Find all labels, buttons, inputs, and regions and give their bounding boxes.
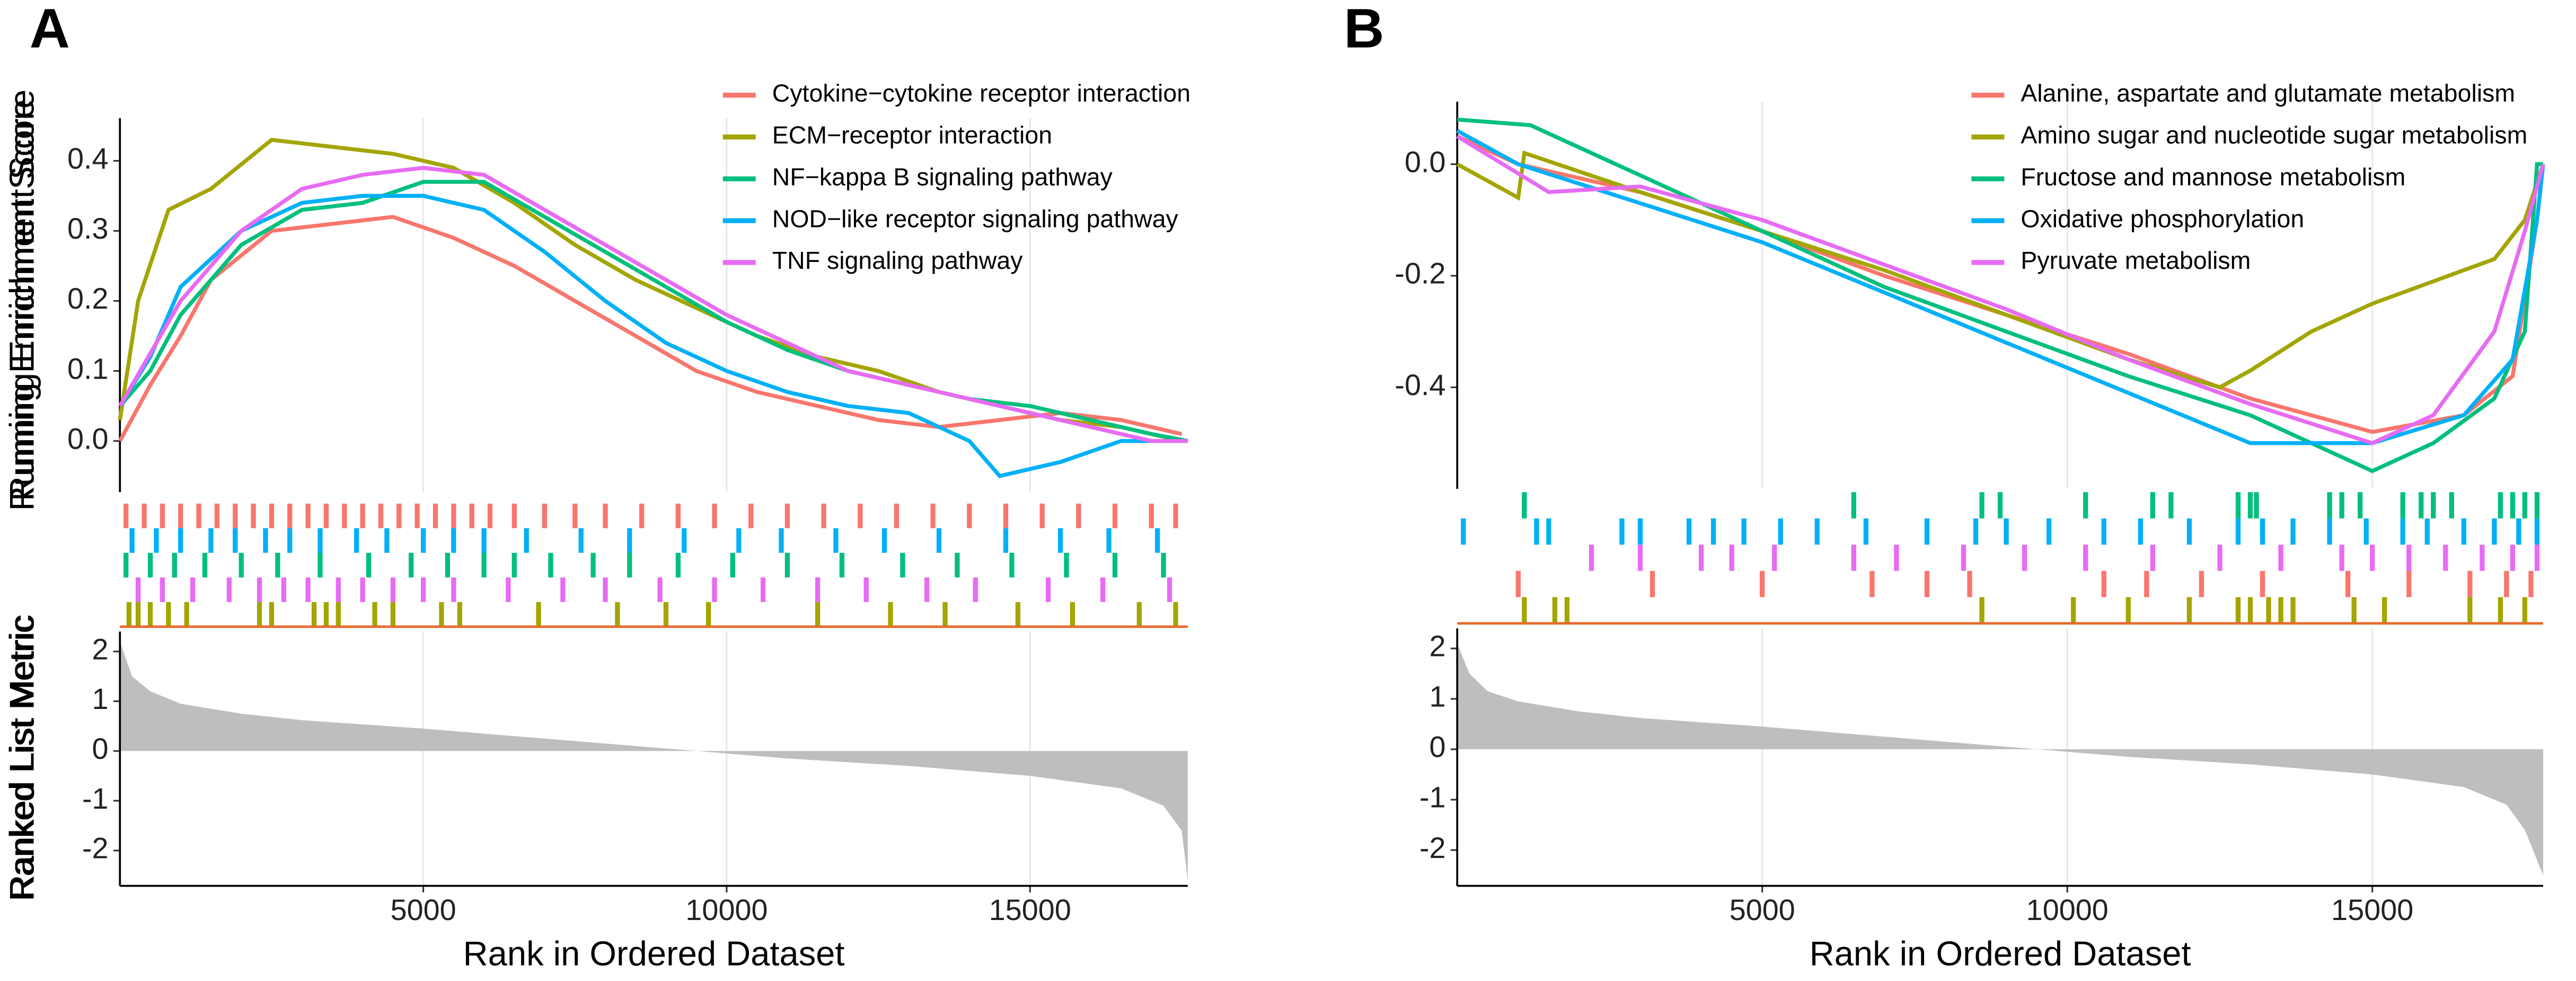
- es-line: [118, 215, 1183, 442]
- y-tick-label: 0.4: [67, 142, 109, 175]
- es-line: [1456, 134, 2545, 445]
- y-tick-label: 0.1: [67, 352, 109, 385]
- y-tick-label: 1: [1430, 680, 1446, 713]
- es-line: [1457, 117, 2544, 474]
- y-tick-label: 0.2: [67, 282, 109, 315]
- panel-label: B: [1344, 0, 1384, 60]
- legend-label: NOD−like receptor signaling pathway: [772, 205, 1179, 232]
- y-axis-title: Running Enrichment Score: [3, 90, 41, 501]
- legend-label: ECM−receptor interaction: [772, 121, 1052, 149]
- es-line: [1456, 150, 2545, 390]
- y-tick-label: -0.2: [1395, 257, 1445, 290]
- legend-label: Alanine, aspartate and glutamate metabol…: [2021, 80, 2515, 107]
- y-axis-title: Ranked List Metric: [3, 615, 41, 900]
- y-tick-label: 0: [92, 732, 109, 765]
- y-tick-label: 0: [1430, 731, 1446, 764]
- legend-label: Pyruvate metabolism: [2021, 247, 2251, 274]
- metric-area: [120, 641, 1188, 881]
- y-tick-label: 0.3: [67, 212, 109, 245]
- y-axis-title: Ranked List Metric: [3, 616, 41, 901]
- es-line: [1456, 129, 2545, 445]
- y-tick-label: 1: [92, 682, 109, 715]
- y-tick-label: 0.0: [1405, 145, 1446, 178]
- legend-label: Cytokine−cytokine receptor interaction: [772, 80, 1190, 107]
- legend-label: Fructose and mannose metabolism: [2021, 163, 2405, 191]
- es-line: [118, 180, 1188, 443]
- x-tick-label: 15000: [989, 894, 1071, 926]
- y-tick-label: 2: [92, 633, 109, 665]
- y-tick-label: -2: [82, 832, 109, 865]
- y-tick-label: -1: [1419, 781, 1446, 814]
- legend-label: TNF signaling pathway: [772, 247, 1024, 274]
- y-axis-title: Running Enrichment Score: [3, 99, 41, 511]
- x-tick-label: 10000: [685, 894, 767, 926]
- metric-area: [1457, 643, 2544, 875]
- x-axis-title: Rank in Ordered Dataset: [463, 934, 845, 973]
- y-tick-label: -2: [1419, 831, 1446, 864]
- es-line: [118, 194, 1188, 478]
- y-tick-label: -0.4: [1395, 369, 1445, 401]
- y-tick-label: 0.0: [67, 422, 109, 455]
- legend-label: NF−kappa B signaling pathway: [772, 163, 1113, 191]
- x-tick-label: 15000: [2331, 894, 2413, 926]
- x-tick-label: 5000: [1730, 894, 1795, 926]
- x-axis-title: Rank in Ordered Dataset: [1810, 934, 2191, 973]
- x-tick-label: 5000: [391, 894, 456, 926]
- y-tick-label: 2: [1430, 630, 1446, 663]
- x-tick-label: 10000: [2026, 894, 2109, 926]
- es-line: [118, 165, 1188, 443]
- legend-label: Amino sugar and nucleotide sugar metabol…: [2021, 121, 2527, 149]
- y-tick-label: -1: [82, 782, 109, 815]
- panel-label: A: [30, 0, 70, 60]
- legend-label: Oxidative phosphorylation: [2021, 205, 2304, 232]
